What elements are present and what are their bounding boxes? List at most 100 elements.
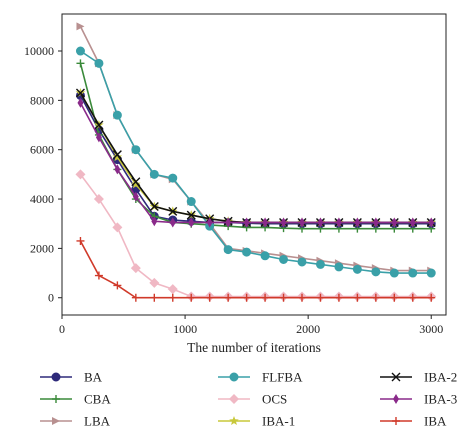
data-point (112, 152, 123, 162)
data-point (149, 277, 160, 288)
legend-marker (229, 416, 239, 426)
data-point (427, 293, 436, 302)
data-point (223, 245, 233, 255)
data-point (168, 173, 178, 183)
legend-label: CBA (84, 392, 111, 407)
data-point (150, 293, 159, 302)
data-point (76, 22, 85, 31)
data-point (132, 191, 139, 202)
series-iba-3 (77, 97, 435, 228)
y-tick-label: 2000 (30, 241, 54, 255)
data-point (391, 217, 398, 228)
legend-item-iba-2: IBA-2 (380, 370, 457, 385)
data-point (260, 251, 270, 261)
legend-item-cba: CBA (40, 392, 111, 407)
data-point (389, 268, 399, 278)
data-point (131, 145, 141, 155)
data-point (94, 58, 104, 68)
data-point (75, 169, 86, 180)
data-point (335, 217, 342, 228)
data-point (167, 284, 178, 295)
data-point (112, 110, 122, 120)
legend-label: IBA (424, 414, 447, 429)
data-point (316, 293, 325, 302)
data-point (261, 293, 270, 302)
data-point (169, 217, 176, 228)
legend-marker (391, 372, 401, 382)
series-cba (76, 59, 436, 233)
data-point (95, 132, 102, 143)
data-point (352, 264, 362, 274)
data-point (297, 257, 307, 267)
legend-label: FLFBA (262, 370, 303, 385)
data-point (334, 262, 344, 272)
data-point (334, 293, 343, 302)
series-group (75, 22, 437, 302)
x-tick-label: 3000 (419, 322, 443, 336)
data-point (280, 217, 287, 228)
series-ba (75, 90, 436, 229)
data-point (299, 217, 305, 228)
data-point (243, 217, 250, 228)
data-point (317, 217, 324, 228)
legend-label: BA (84, 370, 103, 385)
x-tick-label: 0 (59, 322, 65, 336)
data-point (76, 236, 85, 245)
data-point (205, 293, 214, 302)
series-flfba (75, 46, 436, 278)
legend-marker (52, 395, 60, 403)
legend-label: IBA-2 (424, 370, 457, 385)
data-point (371, 267, 381, 277)
data-point (371, 293, 380, 302)
legend-item-ocs: OCS (218, 392, 287, 407)
data-point (279, 254, 289, 264)
data-point (112, 222, 123, 233)
data-point (426, 268, 436, 278)
data-point (151, 216, 158, 227)
legend-marker (229, 372, 239, 382)
legend-label: IBA-1 (262, 414, 295, 429)
legend-marker (393, 394, 399, 404)
data-point (224, 293, 233, 302)
series-line (79, 92, 432, 224)
series-line (79, 95, 432, 225)
legend-marker (52, 417, 60, 425)
data-point (315, 259, 325, 269)
data-point (75, 46, 85, 56)
series-iba-2 (75, 88, 436, 227)
x-tick-label: 2000 (296, 322, 320, 336)
x-tick-label: 1000 (173, 322, 197, 336)
data-point (408, 268, 418, 278)
data-point (372, 217, 379, 228)
data-point (408, 293, 417, 302)
data-point (353, 293, 362, 302)
data-point (149, 201, 159, 211)
legend-item-iba-3: IBA-3 (380, 392, 457, 407)
data-point (77, 97, 84, 108)
plot-frame (61, 13, 447, 316)
data-point (94, 271, 103, 280)
data-point (409, 217, 416, 228)
data-point (149, 169, 159, 179)
series-iba (76, 236, 436, 302)
data-point (168, 293, 177, 302)
data-point (131, 177, 141, 187)
y-tick-label: 10000 (24, 44, 54, 58)
data-point (428, 217, 435, 228)
data-point (390, 293, 399, 302)
data-point (206, 217, 213, 228)
series-line (79, 102, 432, 224)
legend-label: LBA (84, 414, 111, 429)
data-point (112, 150, 122, 160)
legend-marker (392, 417, 400, 425)
data-point (93, 194, 104, 205)
data-point (94, 120, 104, 130)
data-point (168, 206, 178, 216)
data-point (242, 247, 252, 257)
data-point (131, 179, 141, 189)
series-line (80, 50, 432, 274)
data-point (354, 217, 361, 228)
legend-label: IBA-3 (424, 392, 457, 407)
